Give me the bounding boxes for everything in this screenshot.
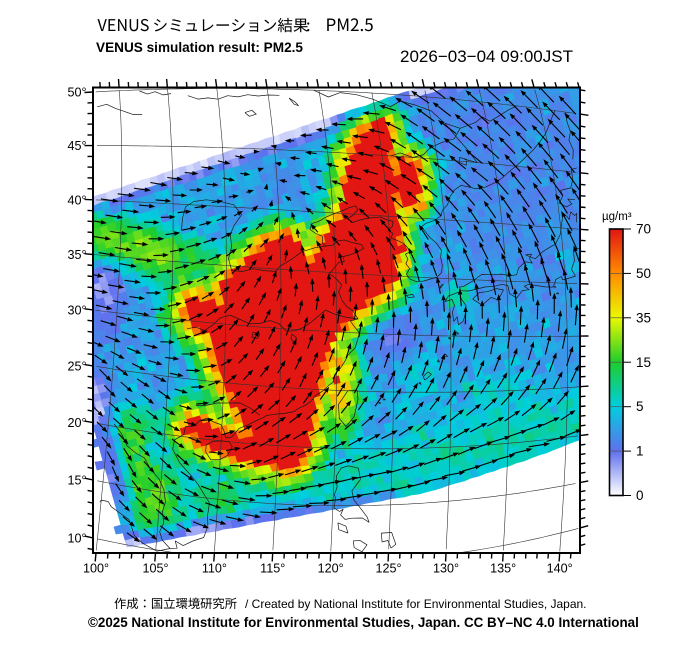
svg-text:125°: 125° (375, 562, 401, 576)
svg-text:45°: 45° (67, 139, 86, 153)
svg-text:VENUS simulation result: PM2.5: VENUS simulation result: PM2.5 (96, 40, 303, 55)
svg-text:µg/m³: µg/m³ (602, 211, 632, 223)
svg-text:10°: 10° (67, 531, 86, 545)
svg-text:30°: 30° (67, 303, 86, 317)
svg-text:130°: 130° (433, 562, 459, 576)
svg-text:50: 50 (636, 266, 651, 281)
svg-text:2026−03−04 09:00JST: 2026−03−04 09:00JST (400, 47, 573, 66)
svg-text:1: 1 (636, 444, 644, 459)
svg-text:110°: 110° (202, 562, 227, 576)
svg-text:0: 0 (636, 488, 644, 503)
svg-text:40°: 40° (67, 193, 86, 207)
svg-text:©2025 National Institute for E: ©2025 National Institute for Environment… (88, 615, 639, 630)
svg-text:70: 70 (636, 222, 651, 237)
svg-text:35°: 35° (67, 248, 86, 262)
svg-text:15: 15 (636, 355, 651, 370)
svg-text:15°: 15° (67, 473, 86, 487)
svg-text:50°: 50° (67, 86, 86, 100)
svg-text:25°: 25° (67, 359, 86, 373)
svg-text:120°: 120° (318, 562, 344, 576)
svg-text:105°: 105° (142, 562, 168, 576)
svg-text:5: 5 (636, 399, 644, 414)
svg-text:20°: 20° (67, 416, 86, 430)
svg-text:135°: 135° (490, 562, 516, 576)
svg-text:/ Created by National Institut: / Created by National Institute for Envi… (245, 597, 587, 611)
svg-text:140°: 140° (547, 562, 573, 576)
svg-text:35: 35 (636, 310, 651, 325)
svg-text:100°: 100° (83, 562, 109, 576)
svg-text:115°: 115° (260, 562, 285, 576)
